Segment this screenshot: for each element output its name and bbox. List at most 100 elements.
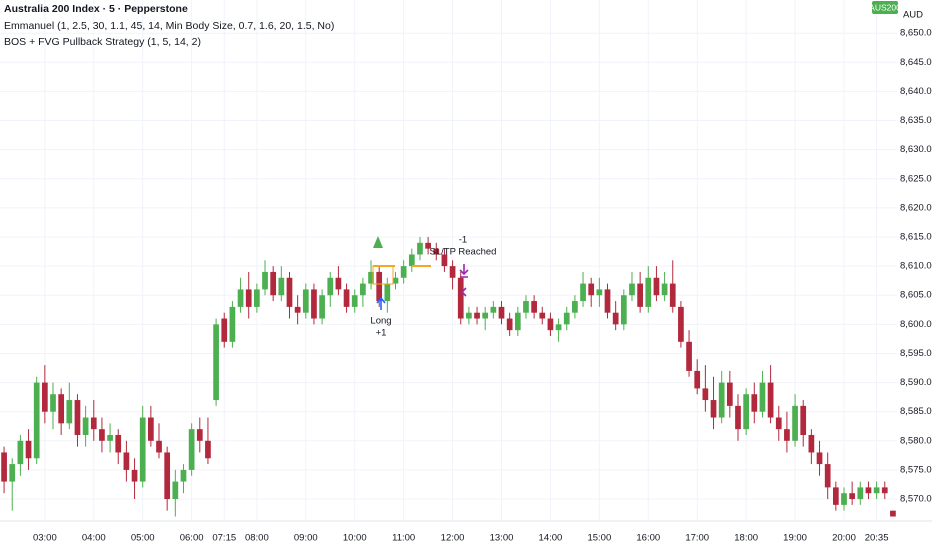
candle-body [743,394,749,430]
y-tick-label: 8,580.0 [900,435,932,446]
y-tick-label: 8,595.0 [900,348,932,359]
candle-body [873,487,880,494]
candle-body [849,493,856,500]
candle-body [612,312,619,325]
candle-body [759,382,766,412]
candle-body [751,394,758,412]
candle-body [735,405,741,430]
x-tick-label: 08:00 [245,533,269,544]
y-tick-label: 8,610.0 [900,261,932,272]
candles [1,236,896,517]
candle-body [433,248,440,255]
currency: AUD [903,10,923,21]
indicator-label: BOS + FVG Pullback Strategy (1, 5, 14, 2… [4,36,201,48]
candle-body [702,388,709,401]
x-tick-label: 20:00 [832,533,856,544]
candle-body [50,394,56,412]
candle-body [832,487,839,505]
candle-body [1,452,7,482]
candle-body [490,306,497,313]
candle-body [302,289,309,313]
grid [0,0,897,520]
candle-body [343,289,350,307]
candle-body [539,312,546,319]
candle-body [726,382,733,406]
y-tick-label: 8,615.0 [900,232,932,243]
symbol-badge [872,1,898,14]
candle-body [857,487,864,500]
candle-body [90,417,97,430]
y-tick-label: 8,575.0 [900,464,932,475]
candle-body [629,283,635,296]
candle-body [604,289,611,313]
y-tick-label: 8,570.0 [900,494,932,505]
candle-body [498,306,505,319]
candle-body [400,266,407,278]
candle-body [139,417,146,482]
y-tick-label: 8,640.0 [900,86,932,97]
y-tick-label: 8,600.0 [900,319,932,330]
exit-label: SL/TP Reached [430,247,497,258]
y-tick-label: 8,635.0 [900,115,932,126]
candle-body [645,277,652,307]
long-arrow [376,297,386,310]
candle-body [360,283,366,296]
exit-marker [460,287,467,297]
exit-arrow [459,264,469,278]
candle-body [99,429,105,441]
candle-body [180,469,187,482]
candle-body [245,289,252,307]
candle-body [775,417,782,430]
candle-body [457,277,464,319]
candle-body [637,283,643,307]
candle-body [33,382,40,459]
candle-body [425,242,431,249]
y-tick-label: 8,645.0 [900,57,932,68]
candle-body [278,277,285,296]
candle-body [792,405,798,441]
candle-body [474,312,480,319]
x-tick-label: 13:00 [490,533,514,544]
candle-body [107,434,113,441]
candle-body [653,277,660,296]
x-tick-label: 06:00 [180,533,204,544]
candle-body [441,254,448,267]
x-tick-label: 10:00 [343,533,367,544]
candle-body [270,271,277,296]
candle-body [865,487,872,494]
entry-size: +1 [376,328,387,339]
candle-body [392,277,399,284]
candle-body [82,417,89,435]
candle-body [172,481,179,500]
x-tick-label: 20:35 [865,533,889,544]
symbol-badge-text: AUS200 [869,2,901,12]
candle-body [327,277,334,296]
candle-body [890,510,896,517]
candle-body [596,289,603,296]
candle-body [262,271,268,290]
entry-label: Long [370,316,391,327]
candle-body [74,400,81,435]
candle-body [335,277,342,290]
candle-body [115,434,122,453]
candle-body [188,429,195,470]
candle-body [514,312,521,331]
candle-body [572,301,578,313]
candle-body [131,469,138,482]
candle-body [17,440,24,465]
x-tick-label: 09:00 [294,533,318,544]
candle-body [384,283,391,302]
candle-body [669,283,676,307]
x-tick-label: 07:15 [212,533,236,544]
candle-body [417,242,423,255]
candle-body [164,452,171,500]
candle-body [466,312,472,319]
candle-body [506,318,513,331]
y-tick-label: 8,650.0 [900,28,932,39]
y-tick-label: 8,625.0 [900,173,932,184]
candle-body [123,452,130,470]
candle-body [800,405,807,435]
candle-body [237,289,244,307]
candle-body [156,440,162,453]
